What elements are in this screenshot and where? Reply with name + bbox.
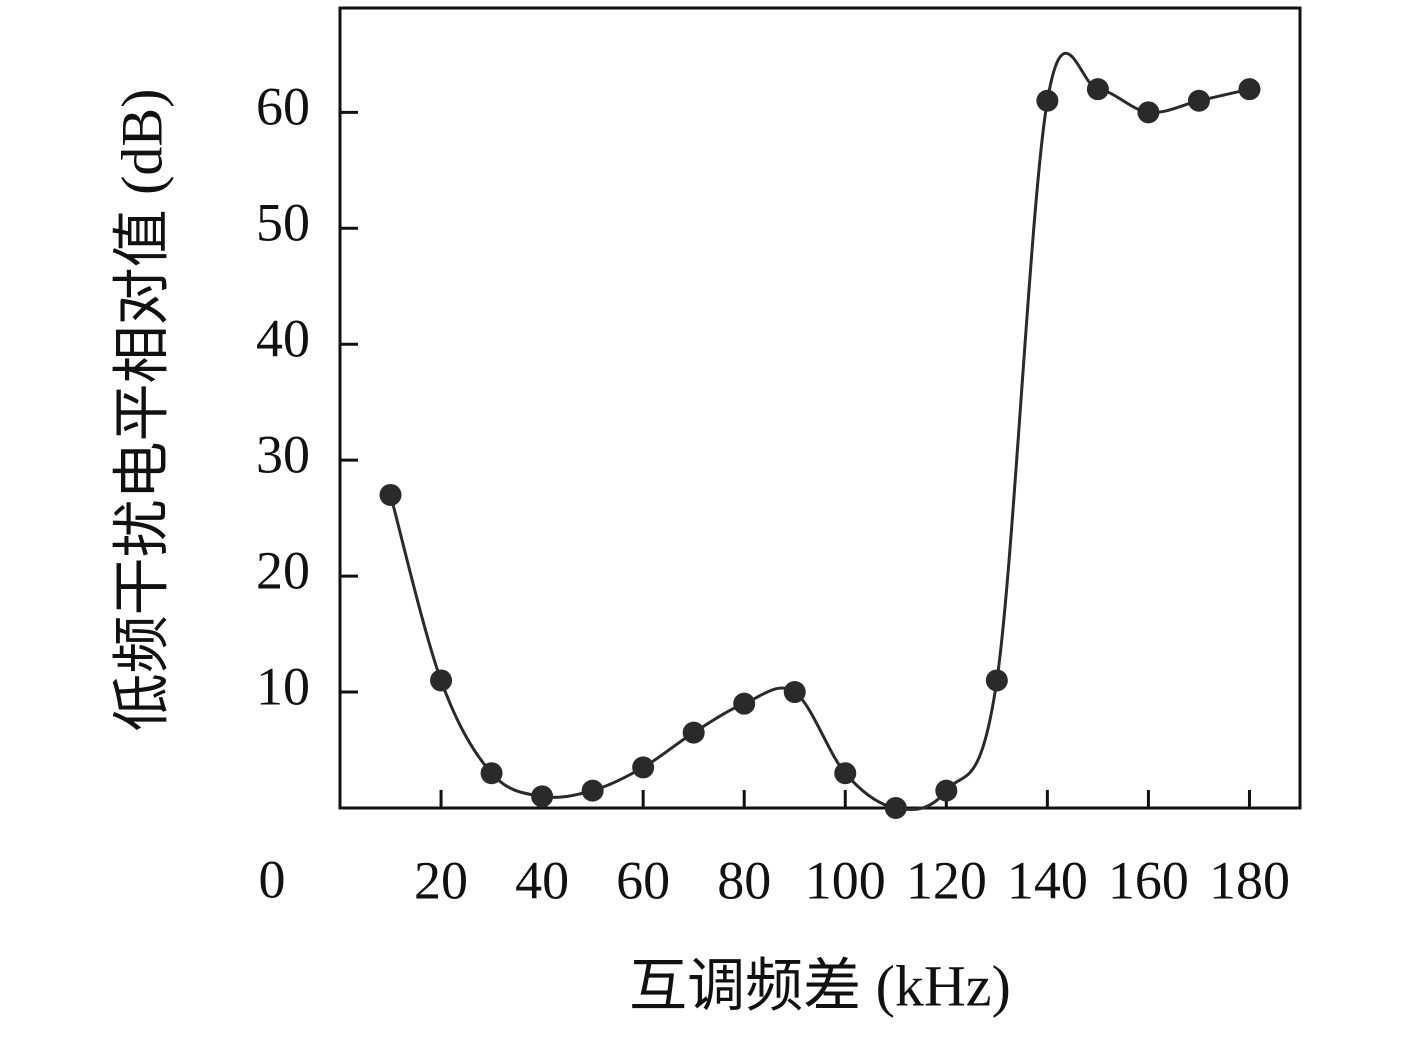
x-tick-label: 20 (414, 850, 468, 910)
marker (935, 779, 958, 802)
marker (379, 483, 402, 506)
marker (632, 756, 655, 779)
y-axis-label: 低频干扰电平相对值 (dB) (109, 89, 174, 732)
y-tick-label: 40 (256, 309, 310, 369)
x-tick-label: 140 (1007, 850, 1088, 910)
x-axis-label: 互调频差 (kHz) (629, 953, 1011, 1018)
y-tick-label: 10 (256, 656, 310, 716)
marker (1086, 78, 1109, 101)
y-tick-label: 60 (256, 77, 310, 137)
marker (581, 779, 604, 802)
x-tick-label: 180 (1209, 850, 1290, 910)
x-tick-label: 120 (906, 850, 987, 910)
origin-label: 0 (259, 849, 286, 909)
marker (783, 681, 806, 704)
marker (1137, 101, 1160, 124)
marker (1187, 89, 1210, 112)
y-tick-label: 30 (256, 425, 310, 485)
y-tick-label: 20 (256, 541, 310, 601)
marker (985, 669, 1008, 692)
marker (834, 762, 857, 785)
x-tick-label: 80 (717, 850, 771, 910)
plot-frame (338, 6, 1302, 810)
curve (389, 52, 1250, 811)
marker (682, 721, 705, 744)
marker (1238, 78, 1261, 101)
marker (884, 797, 907, 819)
marker (430, 669, 453, 692)
marker (733, 692, 756, 715)
x-tick-label: 160 (1108, 850, 1189, 910)
x-tick-label: 40 (515, 850, 569, 910)
marker (1036, 89, 1059, 112)
x-tick-label: 60 (616, 850, 670, 910)
marker (531, 785, 554, 808)
y-tick-label: 50 (256, 193, 310, 253)
x-tick-label: 100 (805, 850, 886, 910)
marker (480, 762, 503, 785)
